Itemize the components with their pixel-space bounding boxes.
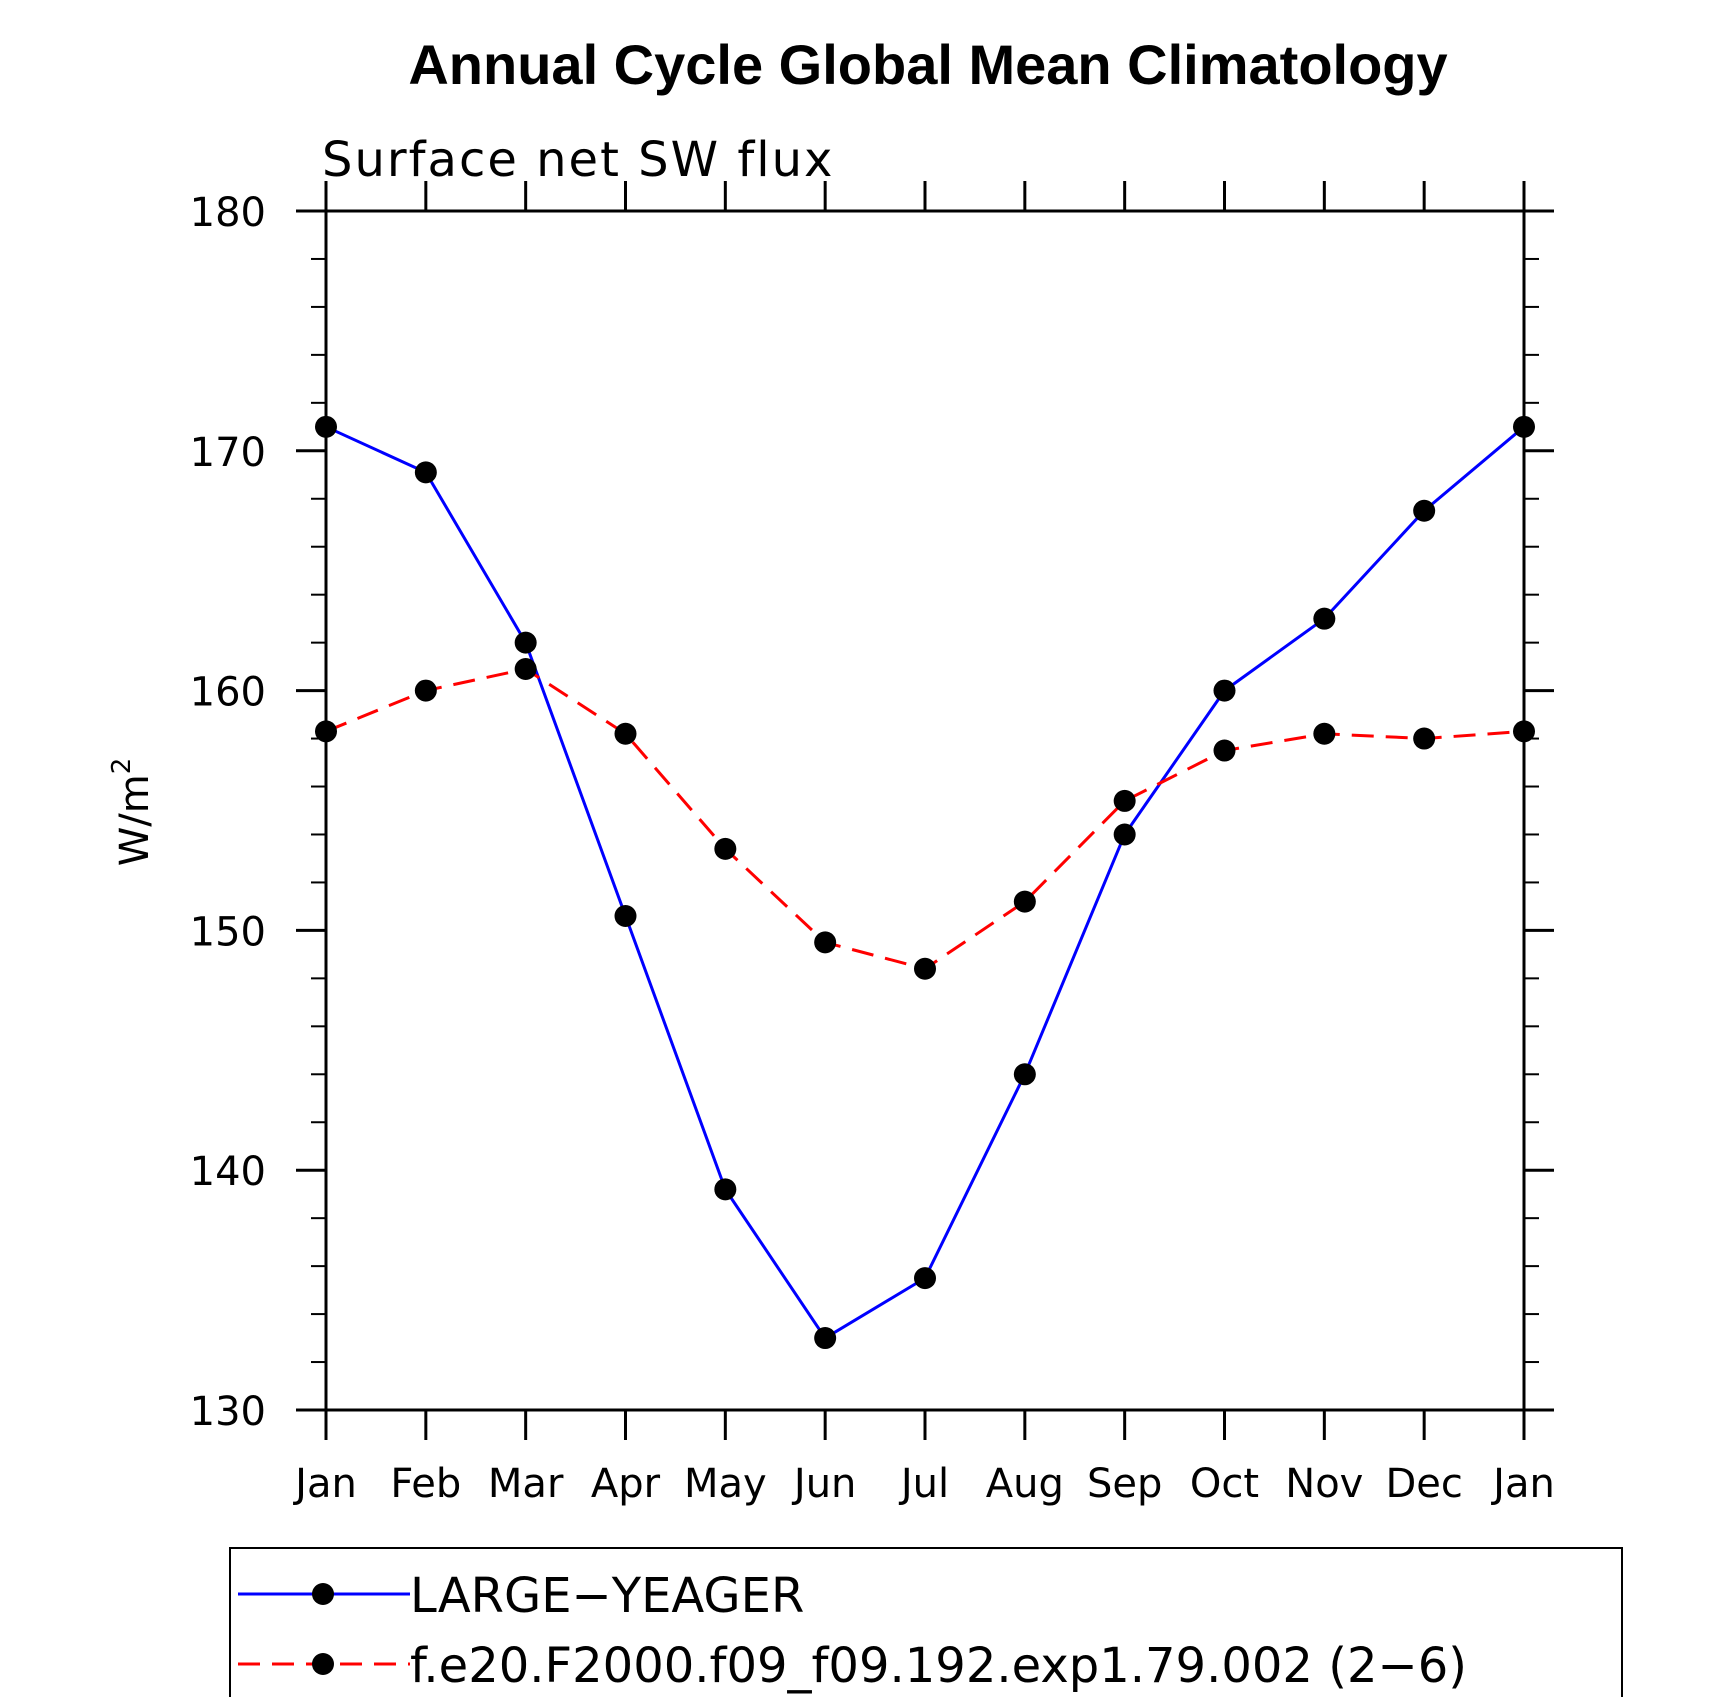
- data-point-series-0: [1213, 679, 1236, 702]
- data-point-series-0: [714, 1178, 737, 1201]
- legend-marker-large-yeager: [312, 1583, 334, 1605]
- data-point-series-0: [414, 461, 437, 484]
- data-point-series-1: [814, 931, 837, 954]
- data-point-series-0: [614, 905, 637, 928]
- y-axis-label-superscript: 2: [107, 758, 137, 775]
- data-point-series-1: [414, 679, 437, 702]
- data-point-series-0: [1413, 499, 1436, 522]
- chart-subtitle: Surface net SW flux: [322, 132, 834, 188]
- x-tick-label: May: [684, 1461, 767, 1507]
- data-point-series-1: [714, 837, 737, 860]
- data-point-series-1: [1313, 722, 1336, 745]
- series-line-1: [325, 667, 1525, 971]
- y-tick-label: 170: [190, 430, 266, 476]
- x-tick-label: Jul: [898, 1461, 949, 1507]
- y-tick-label: 160: [190, 670, 266, 716]
- y-tick-label: 180: [190, 190, 266, 236]
- data-point-series-0: [914, 1267, 936, 1290]
- plot-frame: [324, 209, 1526, 1412]
- x-tick-label: Mar: [488, 1461, 564, 1507]
- x-tick-label: Jan: [292, 1461, 357, 1507]
- x-tick-label: Apr: [591, 1461, 661, 1507]
- y-tick-label: 150: [190, 909, 266, 955]
- x-tick-label: Dec: [1385, 1461, 1462, 1507]
- data-point-series-1: [614, 722, 637, 745]
- y-axis-label-text: W/m: [112, 774, 158, 866]
- y-tick-label: 140: [190, 1149, 266, 1195]
- data-point-series-1: [1213, 739, 1236, 762]
- x-tick-label: Sep: [1087, 1461, 1162, 1507]
- data-point-series-0: [514, 631, 537, 654]
- x-tick-label: Aug: [986, 1461, 1064, 1507]
- svg-text:W/m2: W/m2: [107, 758, 158, 867]
- data-point-series-0: [1113, 823, 1136, 846]
- chart-title: Annual Cycle Global Mean Climatology: [408, 33, 1447, 96]
- legend-label-experiment: f.e20.F2000.f09_f09.192.exp1.79.002 (2−6…: [410, 1638, 1467, 1694]
- data-point-series-1: [914, 957, 936, 980]
- series-line-0: [325, 425, 1525, 1341]
- y-axis-label: W/m2: [107, 758, 158, 867]
- x-tick-label: Jan: [1490, 1461, 1555, 1507]
- legend: LARGE−YEAGER f.e20.F2000.f09_f09.192.exp…: [229, 1547, 1623, 1697]
- data-point-series-1: [1413, 727, 1436, 750]
- x-tick-label: Jun: [791, 1461, 857, 1507]
- data-point-series-0: [1313, 607, 1336, 630]
- data-point-series-1: [514, 658, 537, 681]
- legend-box: [229, 1547, 1623, 1697]
- data-point-series-1: [1113, 789, 1136, 812]
- x-tick-label: Feb: [390, 1461, 461, 1507]
- legend-label-large-yeager: LARGE−YEAGER: [410, 1568, 804, 1624]
- y-tick-label: 130: [190, 1389, 266, 1435]
- x-tick-label: Nov: [1285, 1461, 1363, 1507]
- x-tick-label: Oct: [1190, 1461, 1259, 1507]
- legend-marker-experiment: [312, 1653, 334, 1675]
- data-point-series-0: [1013, 1063, 1036, 1086]
- data-point-series-1: [1013, 890, 1036, 913]
- data-point-series-0: [814, 1327, 837, 1350]
